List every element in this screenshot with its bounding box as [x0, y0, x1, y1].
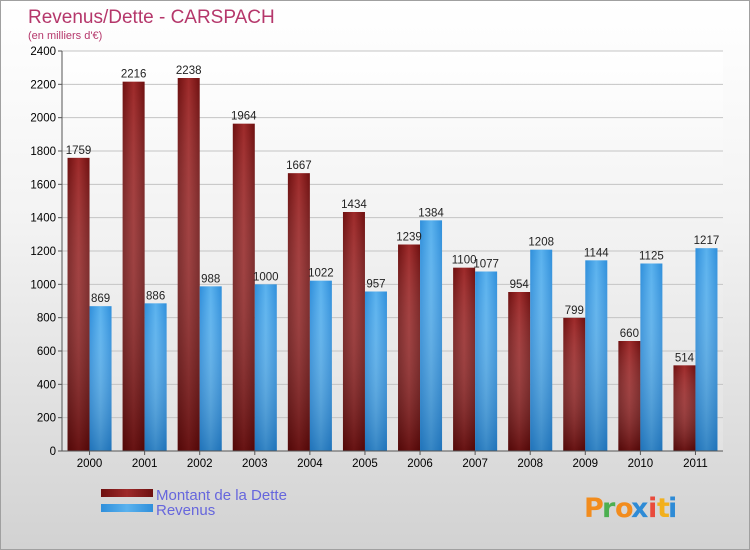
value-label: 1022	[308, 268, 334, 280]
logo-letter: x	[631, 493, 648, 524]
y-tick-label: 200	[37, 413, 56, 425]
logo-letter: i	[668, 493, 677, 524]
y-tick-label: 1200	[30, 246, 56, 258]
value-label: 1000	[253, 271, 279, 283]
legend-label-debt: Montant de la Dette	[156, 487, 287, 504]
x-tick-label: 2006	[407, 458, 433, 470]
y-tick-label: 2400	[30, 46, 56, 58]
value-label: 1144	[584, 247, 609, 259]
bar-revenus-shade	[475, 271, 498, 451]
logo-letter: t	[657, 493, 670, 524]
bar-dette-shade	[508, 292, 531, 451]
value-label: 957	[366, 279, 385, 291]
value-label: 2216	[121, 69, 147, 81]
y-tick-label: 400	[37, 379, 56, 391]
y-tick-label: 1600	[30, 179, 56, 191]
value-label: 1100	[452, 255, 477, 267]
value-label: 2238	[176, 65, 202, 77]
bar-revenus-shade	[144, 303, 167, 451]
value-label: 1077	[473, 259, 499, 271]
x-tick-label: 2004	[297, 458, 323, 470]
bar-dette-shade	[67, 157, 90, 452]
bar-dette-shade	[287, 173, 310, 451]
legend: Montant de la Dette Revenus	[101, 487, 287, 519]
x-tick-label: 2009	[572, 458, 598, 470]
value-label: 514	[675, 352, 695, 364]
x-tick-label: 2003	[242, 458, 268, 470]
legend-swatch-debt	[101, 489, 153, 497]
x-tick-label: 2008	[517, 458, 543, 470]
value-label: 886	[146, 290, 165, 302]
value-label: 1217	[694, 235, 720, 247]
y-tick-label: 1400	[30, 213, 56, 225]
bar-dette-shade	[177, 78, 200, 451]
value-label: 1759	[66, 145, 92, 157]
value-label: 954	[510, 279, 530, 291]
x-tick-label: 2001	[132, 458, 158, 470]
bar-dette-shade	[618, 341, 641, 451]
x-tick-label: 2005	[352, 458, 378, 470]
bar-dette-shade	[673, 365, 696, 451]
bar-revenus-shade	[640, 263, 663, 451]
bar-dette-shade	[398, 244, 421, 451]
bar-revenus-shade	[420, 220, 443, 451]
y-tick-label: 0	[50, 446, 56, 458]
bar-dette-shade	[122, 81, 145, 452]
chart-title: Revenus/Dette - CARSPACH	[28, 7, 275, 28]
value-label: 1208	[528, 237, 554, 249]
logo-letter: o	[615, 493, 634, 524]
value-label: 1667	[286, 160, 312, 172]
value-label: 1964	[231, 111, 257, 123]
y-tick-label: 600	[37, 346, 56, 358]
logo-letter: r	[602, 493, 616, 524]
bar-dette-shade	[453, 267, 476, 451]
logo-letter: i	[648, 493, 657, 524]
x-tick-label: 2007	[462, 458, 488, 470]
value-label: 799	[565, 305, 584, 317]
x-tick-label: 2010	[628, 458, 654, 470]
logo-letter: P	[584, 493, 604, 524]
bar-revenus-shade	[199, 286, 222, 451]
bar-revenus-shade	[364, 291, 387, 451]
x-tick-label: 2002	[187, 458, 213, 470]
value-label: 1434	[341, 199, 367, 211]
legend-label-revenus: Revenus	[156, 502, 215, 519]
y-tick-label: 1800	[30, 146, 56, 158]
proxiti-logo: Pr ox i ti	[584, 493, 677, 524]
y-tick-label: 2200	[30, 79, 56, 91]
value-label: 1239	[396, 232, 422, 244]
value-label: 1125	[639, 251, 664, 263]
grid-lines	[62, 50, 723, 419]
x-tick-label: 2000	[77, 458, 103, 470]
chart-subtitle: (en milliers d'€)	[28, 30, 102, 42]
bar-dette-shade	[232, 123, 255, 452]
bar-revenus-shade	[89, 306, 112, 451]
bar-revenus-shade	[309, 280, 332, 451]
bar-revenus-shade	[585, 260, 608, 451]
x-tick-label: 2011	[683, 458, 708, 470]
bar-revenus-shade	[530, 249, 553, 451]
y-tick-label: 800	[37, 313, 56, 325]
bar-revenus-shade	[695, 248, 718, 451]
value-labels: 1759 869 2216 886 2238 988 1964 1000 1667 1022 143…	[66, 65, 720, 364]
x-axis-ticks: 2000 2001 2002 2003 2004 2005 2006 2007 2008 2009…	[77, 451, 708, 470]
y-axis-ticks: 0 200 400 600 800 1000 1200 1400 1600 1800 2000 220…	[30, 46, 62, 458]
y-tick-label: 1000	[30, 279, 56, 291]
bar-dette-shade	[342, 212, 365, 451]
value-label: 869	[91, 293, 110, 305]
bars	[67, 78, 718, 452]
bar-revenus-shade	[254, 284, 277, 451]
legend-swatch-revenus	[101, 504, 153, 512]
y-tick-label: 2000	[30, 113, 56, 125]
bar-dette-shade	[563, 317, 586, 451]
value-label: 1384	[418, 207, 444, 219]
value-label: 660	[620, 328, 639, 340]
value-label: 988	[201, 273, 220, 285]
